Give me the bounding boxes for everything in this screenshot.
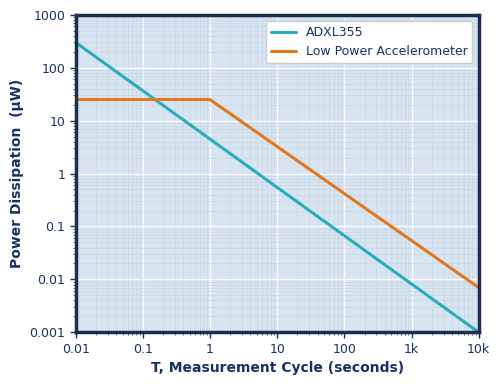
X-axis label: T, Measurement Cycle (seconds): T, Measurement Cycle (seconds) xyxy=(150,361,404,375)
Y-axis label: Power Dissipation  (μW): Power Dissipation (μW) xyxy=(10,79,24,268)
Low Power Accelerometer xyxy=(72,97,78,102)
Low Power Accelerometer xyxy=(207,97,213,102)
Low Power Accelerometer xyxy=(476,285,482,290)
Line: Low Power Accelerometer: Low Power Accelerometer xyxy=(76,99,478,288)
Legend: ADXL355, Low Power Accelerometer: ADXL355, Low Power Accelerometer xyxy=(266,21,472,63)
